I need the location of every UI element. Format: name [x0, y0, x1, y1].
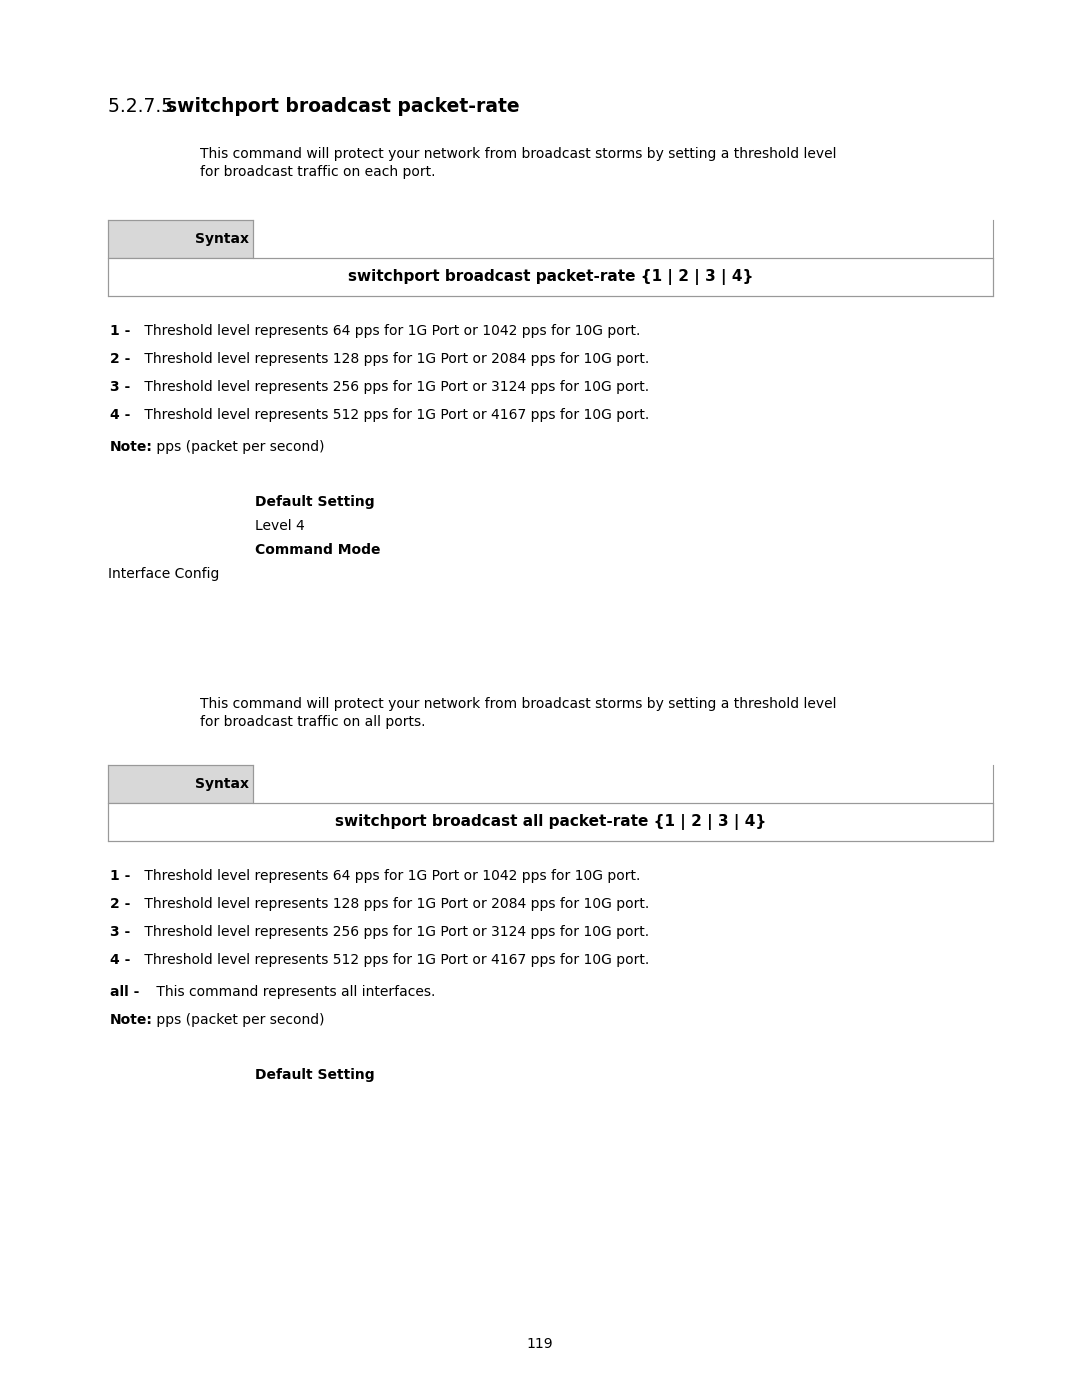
Text: Syntax: Syntax: [195, 777, 249, 791]
Text: This command represents all interfaces.: This command represents all interfaces.: [152, 985, 435, 999]
Text: Level 4: Level 4: [255, 520, 305, 534]
Text: 2 -: 2 -: [110, 352, 131, 366]
Bar: [108, 766, 253, 803]
Text: for broadcast traffic on all ports.: for broadcast traffic on all ports.: [200, 715, 426, 729]
Text: 3 -: 3 -: [110, 380, 131, 394]
Text: 119: 119: [527, 1337, 553, 1351]
Text: This command will protect your network from broadcast storms by setting a thresh: This command will protect your network f…: [200, 147, 837, 161]
Text: pps (packet per second): pps (packet per second): [152, 1013, 324, 1027]
Text: Threshold level represents 512 pps for 1G Port or 4167 pps for 10G port.: Threshold level represents 512 pps for 1…: [140, 408, 649, 422]
Text: 5.2.7.5: 5.2.7.5: [108, 96, 179, 116]
Text: Note:: Note:: [110, 440, 153, 454]
Text: This command will protect your network from broadcast storms by setting a thresh: This command will protect your network f…: [200, 697, 837, 711]
Text: 1 -: 1 -: [110, 869, 131, 883]
Text: Threshold level represents 256 pps for 1G Port or 3124 pps for 10G port.: Threshold level represents 256 pps for 1…: [140, 925, 649, 939]
Text: Default Setting: Default Setting: [255, 1067, 375, 1083]
Text: 2 -: 2 -: [110, 897, 131, 911]
Text: 1 -: 1 -: [110, 324, 131, 338]
Text: switchport broadcast packet-rate: switchport broadcast packet-rate: [166, 96, 519, 116]
Text: Threshold level represents 64 pps for 1G Port or 1042 pps for 10G port.: Threshold level represents 64 pps for 1G…: [140, 324, 640, 338]
Text: 4 -: 4 -: [110, 408, 131, 422]
Text: Default Setting: Default Setting: [255, 495, 375, 509]
Text: Threshold level represents 256 pps for 1G Port or 3124 pps for 10G port.: Threshold level represents 256 pps for 1…: [140, 380, 649, 394]
Text: 3 -: 3 -: [110, 925, 131, 939]
Bar: [108, 803, 993, 841]
Text: Threshold level represents 512 pps for 1G Port or 4167 pps for 10G port.: Threshold level represents 512 pps for 1…: [140, 953, 649, 967]
Text: Note:: Note:: [110, 1013, 153, 1027]
Text: 4 -: 4 -: [110, 953, 131, 967]
Text: switchport broadcast packet-rate {1 | 2 | 3 | 4}: switchport broadcast packet-rate {1 | 2 …: [348, 270, 753, 285]
Text: Threshold level represents 128 pps for 1G Port or 2084 pps for 10G port.: Threshold level represents 128 pps for 1…: [140, 352, 649, 366]
Text: Threshold level represents 64 pps for 1G Port or 1042 pps for 10G port.: Threshold level represents 64 pps for 1G…: [140, 869, 640, 883]
Text: pps (packet per second): pps (packet per second): [152, 440, 324, 454]
Text: Threshold level represents 128 pps for 1G Port or 2084 pps for 10G port.: Threshold level represents 128 pps for 1…: [140, 897, 649, 911]
Text: all -: all -: [110, 985, 139, 999]
Text: Syntax: Syntax: [195, 232, 249, 246]
Bar: [108, 219, 253, 258]
Bar: [108, 258, 993, 296]
Text: Command Mode: Command Mode: [255, 543, 380, 557]
Text: Interface Config: Interface Config: [108, 567, 219, 581]
Text: for broadcast traffic on each port.: for broadcast traffic on each port.: [200, 165, 435, 179]
Text: switchport broadcast all packet-rate {1 | 2 | 3 | 4}: switchport broadcast all packet-rate {1 …: [335, 814, 766, 830]
